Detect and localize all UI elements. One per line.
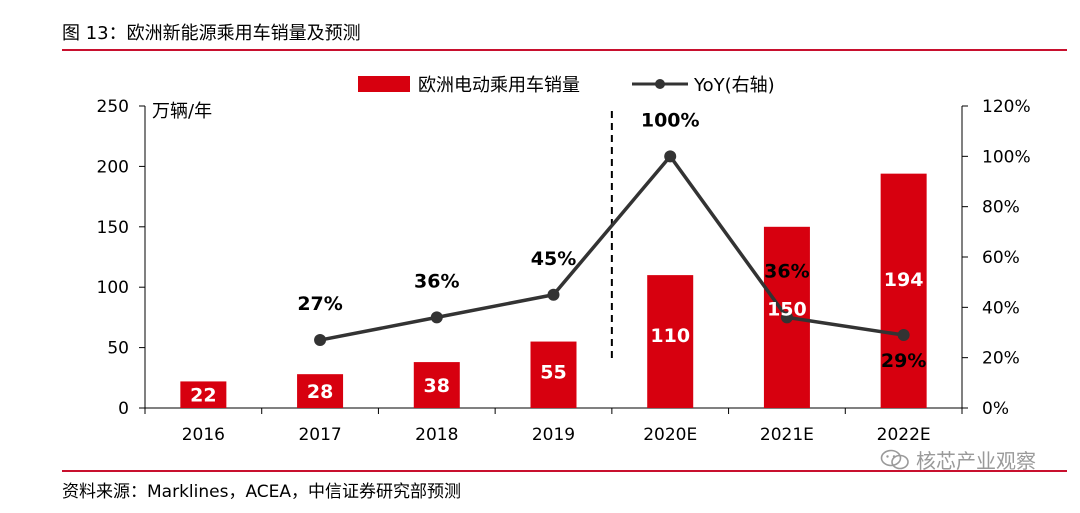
right-axis-tick-label: 120% [982, 97, 1031, 117]
axes: 0 50 100 150 200 250 0% 20% 40% 60% 80% 100% 120% 201… [97, 97, 1031, 445]
chart: 欧洲电动乘用车销量 YoY(右轴) 万辆/年 0 50 100 150 200 250 0%… [97, 75, 1031, 445]
watermark: 核芯产业观察 [880, 445, 1036, 474]
bar-value-label: 38 [424, 375, 450, 397]
bar [530, 341, 577, 408]
bar [413, 362, 460, 408]
right-axis-tick-label: 0% [982, 399, 1009, 419]
legend-line-marker [655, 79, 665, 89]
x-axis-tick-label: 2021E [760, 425, 814, 445]
bar [880, 173, 927, 408]
yoy-value-label: 29% [881, 350, 926, 372]
yoy-value-label: 36% [414, 270, 459, 292]
yoy-value-label: 27% [297, 293, 342, 315]
bar-value-label: 22 [190, 385, 216, 407]
left-axis-tick-label: 50 [107, 339, 129, 359]
yoy-point [897, 329, 910, 342]
yoy-value-label: 45% [531, 248, 576, 270]
legend: 欧洲电动乘用车销量 YoY(右轴) [358, 75, 775, 96]
source-rule [62, 470, 1067, 472]
left-axis-tick-label: 150 [97, 218, 129, 238]
left-axis-tick-label: 100 [97, 278, 129, 298]
bar-value-label: 150 [767, 298, 807, 320]
x-axis-tick-label: 2019 [532, 425, 575, 445]
legend-line-label: YoY(右轴) [693, 75, 775, 96]
x-axis-tick-label: 2016 [182, 425, 225, 445]
data-labels: 22 28 38 55 110 150 194 27% 36% 45% 100% 36% 29% [190, 109, 926, 406]
bar [647, 275, 694, 408]
wechat-icon [880, 449, 909, 469]
legend-bar-label: 欧洲电动乘用车销量 [418, 75, 580, 96]
x-axis-tick-label: 2020E [643, 425, 697, 445]
title-rule [62, 49, 1067, 51]
bar-value-label: 55 [540, 361, 566, 383]
left-axis-tick-label: 250 [97, 97, 129, 117]
bar-value-label: 194 [884, 269, 924, 291]
legend-bar-swatch [358, 76, 410, 92]
yoy-value-label: 36% [764, 260, 809, 282]
right-axis-tick-label: 100% [982, 147, 1031, 167]
bar [297, 374, 344, 408]
x-axis-tick-label: 2022E [877, 425, 931, 445]
bar [180, 381, 227, 408]
source-note: 资料来源：Marklines，ACEA，中信证券研究部预测 [62, 482, 462, 502]
yoy-point [314, 334, 327, 347]
left-axis-unit: 万辆/年 [152, 101, 212, 122]
yoy-point [780, 311, 793, 324]
watermark-text: 核芯产业观察 [916, 449, 1036, 473]
right-axis-tick-label: 80% [982, 198, 1020, 218]
left-axis-tick-label: 0 [118, 399, 129, 419]
yoy-point [430, 311, 443, 324]
yoy-value-label: 100% [641, 109, 700, 131]
x-axis-tick-label: 2017 [298, 425, 341, 445]
yoy-line-series [314, 150, 910, 347]
left-axis-tick-label: 200 [97, 157, 129, 177]
x-axis-tick-label: 2018 [415, 425, 458, 445]
right-axis-tick-label: 60% [982, 248, 1020, 268]
right-axis-tick-label: 20% [982, 349, 1020, 369]
bar-value-label: 110 [650, 325, 690, 347]
right-axis-tick-label: 40% [982, 298, 1020, 318]
yoy-line [319, 153, 904, 342]
bars [180, 173, 927, 408]
figure-title: 图 13：欧洲新能源乘用车销量及预测 [62, 23, 361, 44]
yoy-point [547, 288, 560, 301]
yoy-point [664, 150, 677, 163]
bar-value-label: 28 [307, 381, 333, 403]
